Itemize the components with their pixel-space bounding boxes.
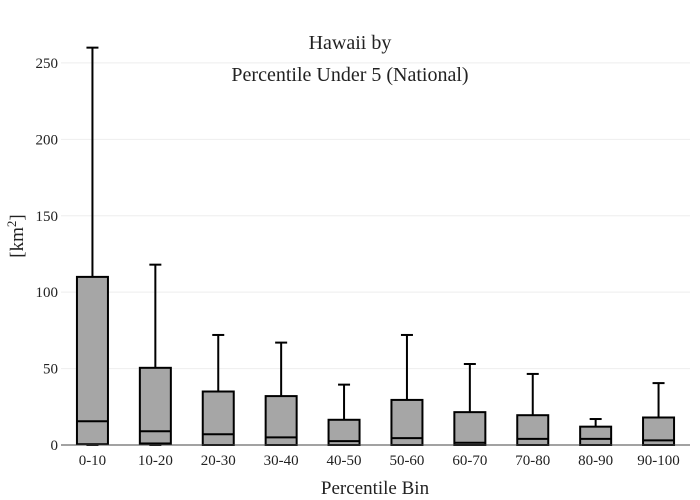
y-tick-label: 50	[43, 362, 58, 378]
x-axis-title: Percentile Bin	[321, 478, 430, 499]
x-tick-label: 10-20	[138, 453, 173, 469]
box-iqr	[516, 414, 550, 447]
box-iqr	[201, 390, 235, 446]
x-tick-labels: 0-10 10-20 20-30 30-40 40-50 50-60 60-70 70-80 8…	[79, 453, 680, 469]
box-group	[75, 46, 109, 446]
x-tick-label: 0-10	[79, 453, 107, 469]
x-tick-label: 70-80	[515, 453, 550, 469]
x-tick-label: 90-100	[637, 453, 680, 469]
y-tick-label: 100	[36, 285, 59, 301]
box-group	[516, 372, 550, 447]
x-tick-label: 50-60	[389, 453, 424, 469]
y-axis-title-superscript: 2	[4, 221, 19, 228]
x-tick-label: 20-30	[201, 453, 236, 469]
box-iqr	[579, 425, 613, 446]
box-layer	[75, 46, 676, 447]
grid-layer	[61, 62, 690, 370]
x-tick-label: 30-40	[264, 453, 299, 469]
y-axis-title-main: [km	[7, 227, 28, 258]
box-group	[201, 333, 235, 446]
x-tick-label: 80-90	[578, 453, 613, 469]
box-group	[642, 382, 676, 447]
y-tick-label: 150	[36, 209, 59, 225]
box-group	[390, 333, 424, 447]
chart-title-line-2: Percentile Under 5 (National)	[231, 64, 468, 86]
y-tick-label: 200	[36, 132, 59, 148]
box-group	[327, 383, 361, 447]
y-axis-title-close: ]	[7, 214, 28, 220]
y-tick-label: 250	[36, 56, 59, 72]
y-axis-title: [km2]	[4, 214, 29, 257]
box-group	[579, 418, 613, 446]
box-group	[264, 341, 298, 446]
box-group	[453, 363, 487, 446]
box-iqr	[453, 411, 487, 446]
x-tick-label: 60-70	[452, 453, 487, 469]
box-iqr	[75, 275, 109, 446]
y-tick-labels: 0 50 100 150 200 250	[36, 56, 59, 454]
y-tick-label: 0	[51, 438, 59, 454]
chart-title-line-1: Hawaii by	[309, 32, 392, 54]
x-tick-label: 40-50	[327, 453, 362, 469]
